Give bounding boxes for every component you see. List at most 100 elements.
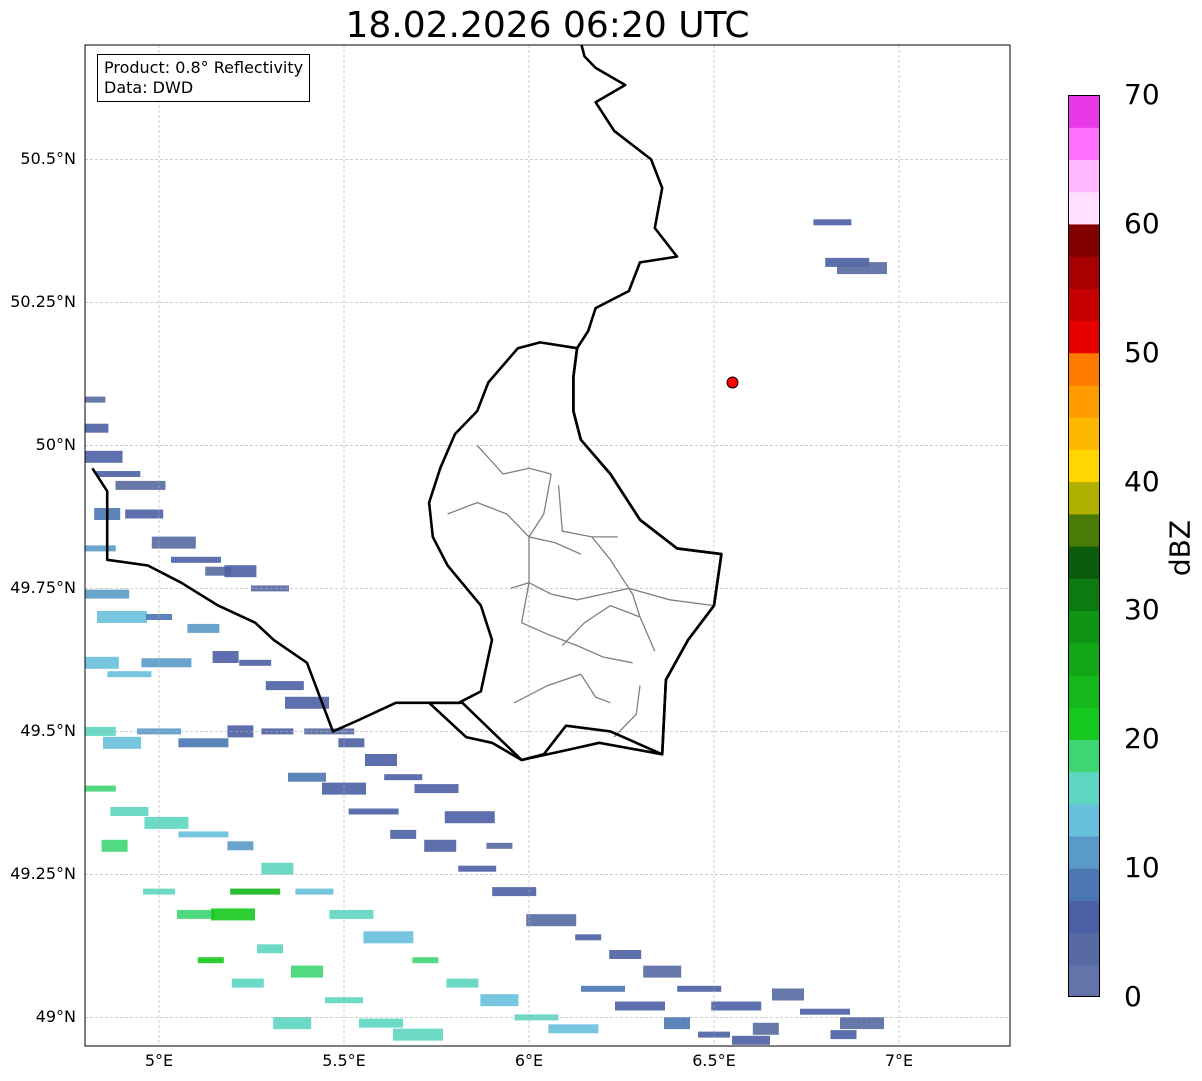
- product-label: Product: 0.8° Reflectivity: [104, 58, 304, 77]
- echo-cell: [813, 219, 852, 226]
- echo-cell: [365, 754, 397, 766]
- echo-cell: [677, 985, 722, 992]
- lat-tick-label: 49°N: [35, 1007, 76, 1027]
- echo-cell: [265, 681, 304, 691]
- echo-cell: [257, 944, 283, 954]
- colorbar-segment: [1068, 449, 1100, 483]
- echo-cell: [197, 957, 224, 964]
- echo-cell: [840, 1017, 884, 1030]
- echo-cell: [177, 909, 215, 919]
- echo-cell: [304, 728, 355, 735]
- echo-cell: [772, 988, 804, 1001]
- lat-tick-label: 50°N: [35, 435, 76, 455]
- echo-cell: [96, 471, 141, 477]
- colorbar-segment: [1068, 191, 1100, 225]
- echo-cell: [526, 914, 577, 927]
- echo-cell: [643, 965, 682, 978]
- echo-cell: [480, 994, 519, 1007]
- echo-cell: [329, 909, 374, 919]
- echo-cell: [171, 556, 221, 563]
- echo-cell: [444, 811, 495, 824]
- echo-cell: [211, 908, 255, 921]
- colorbar-segment: [1068, 417, 1100, 450]
- product-info-box: Product: 0.8° Reflectivity Data: DWD: [97, 54, 311, 102]
- echo-cell: [322, 782, 366, 795]
- echo-cell: [338, 738, 365, 748]
- colorbar-label: dBZ: [1163, 519, 1197, 577]
- echo-cell: [348, 808, 399, 815]
- echo-cell: [800, 1008, 850, 1015]
- echo-cell: [390, 829, 417, 839]
- colorbar-frame: [1068, 95, 1100, 997]
- echo-cell: [107, 671, 152, 678]
- echo-cell: [359, 1018, 403, 1028]
- echo-cell: [363, 931, 414, 944]
- lon-tick-label: 6°E: [514, 1051, 544, 1070]
- colorbar-tick-label: 60: [1124, 206, 1160, 240]
- echo-cell: [295, 888, 334, 895]
- echo-cell: [239, 659, 272, 666]
- echo-cell: [85, 396, 106, 403]
- colorbar-segment: [1068, 610, 1100, 644]
- echo-cell: [101, 839, 128, 852]
- echo-cell: [85, 423, 109, 433]
- colorbar-segment: [1068, 223, 1100, 257]
- echo-cell: [664, 1017, 690, 1030]
- colorbar-tick-label: 40: [1124, 464, 1160, 498]
- echo-cell: [178, 738, 229, 748]
- colorbar-segment: [1068, 95, 1100, 128]
- colorbar-segment: [1068, 707, 1100, 740]
- echo-cell: [609, 950, 642, 959]
- echo-cell: [227, 841, 254, 851]
- radar-site-marker[interactable]: [726, 376, 739, 389]
- lon-tick-label: 7°E: [884, 1051, 914, 1070]
- echo-cell: [698, 1031, 730, 1038]
- colorbar-segment: [1068, 642, 1100, 676]
- echo-cell: [85, 656, 119, 669]
- lon-tick-label: 5.5°E: [322, 1051, 366, 1070]
- lat-tick-label: 50.25°N: [10, 292, 76, 312]
- lon-tick-label: 5°E: [144, 1051, 174, 1070]
- echo-cell: [85, 545, 116, 552]
- national-border: [91, 45, 723, 762]
- echo-cell: [151, 536, 196, 549]
- echo-cell: [291, 965, 323, 978]
- echo-cell: [141, 658, 192, 668]
- colorbar-segment: [1068, 900, 1100, 934]
- echo-cell: [414, 784, 459, 794]
- echo-cell: [384, 774, 423, 781]
- colorbar-segment: [1068, 127, 1100, 161]
- echo-cell: [261, 862, 294, 875]
- echo-cell: [615, 1001, 665, 1011]
- lat-tick-label: 49.75°N: [10, 578, 76, 598]
- echo-cell: [424, 839, 457, 852]
- colorbar-segment: [1068, 546, 1100, 579]
- echo-cell: [230, 888, 281, 895]
- echo-cell: [144, 816, 189, 829]
- map-gridlines: [85, 45, 1010, 1046]
- colorbar-segment: [1068, 578, 1100, 612]
- colorbar-tick-label: 30: [1124, 593, 1160, 627]
- echo-cell: [486, 842, 513, 849]
- echo-cell: [752, 1022, 779, 1035]
- echo-cell: [575, 934, 602, 941]
- echo-cell: [187, 623, 220, 633]
- lat-tick-label: 49.5°N: [20, 721, 76, 741]
- colorbar-segment: [1068, 771, 1100, 805]
- echo-cell: [103, 736, 141, 749]
- colorbar-segment: [1068, 288, 1100, 322]
- echo-cell: [231, 978, 264, 988]
- colorbar-segment: [1068, 739, 1100, 773]
- colorbar-segment: [1068, 674, 1100, 708]
- lat-tick-label: 50.5°N: [20, 149, 76, 169]
- colorbar-tick-label: 50: [1124, 335, 1160, 369]
- map-frame: [84, 44, 1011, 1047]
- echo-cell: [393, 1028, 443, 1041]
- echo-cell: [85, 785, 116, 792]
- luxembourg-canton-borders: [447, 444, 715, 738]
- echo-cell: [412, 957, 439, 964]
- colorbar-segment: [1068, 320, 1100, 354]
- map-title: 18.02.2026 06:20 UTC: [345, 5, 750, 46]
- colorbar-segment: [1068, 352, 1100, 386]
